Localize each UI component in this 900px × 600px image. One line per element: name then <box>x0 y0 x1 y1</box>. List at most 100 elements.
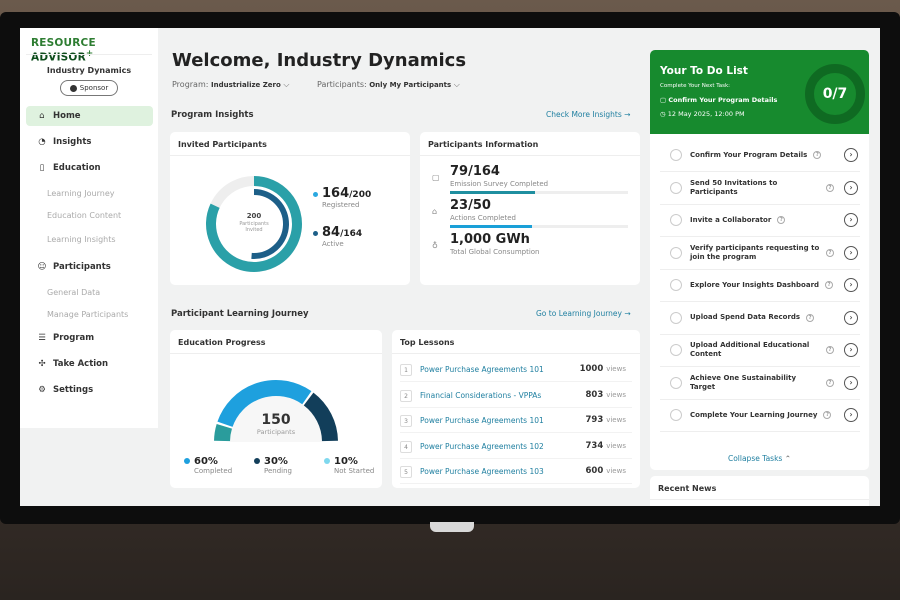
chevron-right-circle-icon[interactable]: › <box>844 245 858 260</box>
active-total: /164 <box>340 229 363 239</box>
legend-dot <box>313 191 318 197</box>
todo-task[interactable]: Explore Your Insights Dashboard? › <box>660 269 860 302</box>
todo-task[interactable]: Verify participants requesting to join t… <box>660 237 860 270</box>
todo-task[interactable]: Send 50 Invitations to Participants? › <box>660 172 860 205</box>
todo-task[interactable]: Confirm Your Program Details? › <box>660 139 860 172</box>
views-label: views <box>606 441 626 450</box>
lesson-rank: 2 <box>400 389 412 402</box>
logo[interactable]: RESOURCE ADVISOR+ <box>31 37 158 64</box>
info-value: 23/50 <box>450 198 491 213</box>
sidebar-subitem-manage-participants[interactable]: Manage Participants <box>47 310 129 319</box>
chevron-right-circle-icon[interactable]: › <box>844 408 858 422</box>
participants-filter[interactable]: Participants: Only My Participants ⌵ <box>317 80 460 90</box>
go-to-learning-journey-link[interactable]: Go to Learning Journey → <box>536 309 631 318</box>
lesson-title[interactable]: Power Purchase Agreements 101 <box>420 416 544 425</box>
sponsor-icon <box>69 84 77 92</box>
info-label: Total Global Consumption <box>450 248 540 256</box>
task-checkbox[interactable] <box>670 214 682 226</box>
task-checkbox[interactable] <box>670 311 682 324</box>
collapse-tasks-button[interactable]: Collapse Tasks ⌃ <box>650 454 869 463</box>
chevron-right-circle-icon[interactable]: › <box>844 343 858 357</box>
todo-task[interactable]: Upload Additional Educational Content? › <box>660 334 860 367</box>
chevron-right-circle-icon[interactable]: › <box>844 180 858 195</box>
sidebar-subitem-learning-journey[interactable]: Learning Journey <box>47 189 115 198</box>
registered-arc <box>206 176 302 272</box>
lesson-row[interactable]: 4 Power Purchase Agreements 102 734 views <box>400 434 632 459</box>
sidebar-item-insights[interactable]: ◔ Insights <box>26 132 153 152</box>
lesson-row[interactable]: 1 Power Purchase Agreements 101 1000 views <box>400 357 632 382</box>
chevron-right-circle-icon[interactable]: › <box>844 213 858 227</box>
task-label: Upload Spend Data Records <box>690 313 801 321</box>
sidebar-item-program[interactable]: ☰ Program <box>26 328 153 348</box>
task-checkbox[interactable] <box>670 409 682 421</box>
todo-task[interactable]: Invite a Collaborator? › <box>660 204 860 237</box>
sidebar-item-take-action[interactable]: ✣ Take Action <box>26 354 153 374</box>
lesson-title[interactable]: Power Purchase Agreements 102 <box>420 441 544 451</box>
task-checkbox[interactable] <box>670 181 682 194</box>
todo-header: Your To Do List Complete Your Next Task:… <box>650 50 869 134</box>
chevron-right-circle-icon[interactable]: › <box>844 148 858 162</box>
next-task-text: Confirm Your Program Details <box>668 96 778 104</box>
sidebar-item-label: Insights <box>53 137 92 147</box>
monitor-stand <box>430 522 474 532</box>
sidebar-subitem-general-data[interactable]: General Data <box>47 288 101 297</box>
task-checkbox[interactable] <box>670 376 682 389</box>
help-icon[interactable]: ? <box>826 346 834 354</box>
gear-icon: ⚙ <box>38 385 46 395</box>
arrow-right-icon: → <box>624 110 631 119</box>
program-insights-heading: Program Insights <box>171 110 254 120</box>
people-icon: ☺ <box>37 262 47 272</box>
task-checkbox[interactable] <box>670 279 682 291</box>
book-icon: ▯ <box>39 163 45 173</box>
chevron-right-circle-icon[interactable]: › <box>844 310 858 325</box>
sidebar-item-participants[interactable]: ☺ Participants <box>26 257 153 277</box>
legend-dot <box>324 458 330 464</box>
gauge-segment-pending <box>303 392 338 442</box>
todo-task[interactable]: Upload Spend Data Records? › <box>660 302 860 335</box>
help-icon[interactable]: ? <box>777 216 786 224</box>
lesson-title[interactable]: Power Purchase Agreements 103 <box>420 467 544 476</box>
lesson-row[interactable]: 5 Power Purchase Agreements 103 600 views <box>400 459 632 484</box>
house-icon: ⌂ <box>432 207 438 216</box>
help-icon[interactable]: ? <box>806 313 815 322</box>
lesson-title[interactable]: Power Purchase Agreements 101 <box>420 365 544 374</box>
help-icon[interactable]: ? <box>826 248 834 257</box>
chevron-right-circle-icon[interactable]: › <box>844 278 858 292</box>
task-checkbox[interactable] <box>670 344 682 356</box>
lesson-rank: 5 <box>400 466 412 478</box>
legend-value: 60% <box>194 456 218 467</box>
app-screen: RESOURCE ADVISOR+ Industry Dynamics Spon… <box>20 28 880 506</box>
legend-dot <box>313 230 318 236</box>
help-icon[interactable]: ? <box>813 151 822 159</box>
program-filter[interactable]: Program: Industrialize Zero ⌵ <box>172 80 289 90</box>
clock-icon: ◷ <box>660 110 668 118</box>
chevron-right-circle-icon[interactable]: › <box>844 375 858 390</box>
sidebar-item-education[interactable]: ▯ Education <box>26 158 153 178</box>
check-more-insights-link[interactable]: Check More Insights → <box>546 110 630 119</box>
task-label: Achieve One Sustainability Target <box>690 373 797 391</box>
todo-progress-ring: 0/7 <box>805 64 865 124</box>
legend-value: 10% <box>334 456 358 467</box>
todo-count: 0/7 <box>822 86 848 102</box>
help-icon[interactable]: ? <box>823 411 832 419</box>
sidebar-subitem-learning-insights[interactable]: Learning Insights <box>47 235 116 244</box>
task-checkbox[interactable] <box>670 149 682 161</box>
sidebar-item-home[interactable]: ⌂ Home <box>26 106 153 126</box>
task-label: Send 50 Invitations to Participants <box>690 178 778 196</box>
lesson-row[interactable]: 3 Power Purchase Agreements 101 793 views <box>400 408 632 433</box>
sidebar: RESOURCE ADVISOR+ Industry Dynamics Spon… <box>20 28 158 428</box>
info-progress-bar <box>450 191 628 194</box>
lesson-row[interactable]: 2 Financial Considerations - VPPAs 803 vie… <box>400 383 632 408</box>
todo-task[interactable]: Achieve One Sustainability Target? › <box>660 367 860 400</box>
role-badge[interactable]: Sponsor <box>60 80 118 96</box>
help-icon[interactable]: ? <box>825 281 834 289</box>
next-task-link[interactable]: ▢ Confirm Your Program Details <box>660 96 777 104</box>
help-icon[interactable]: ? <box>826 378 834 387</box>
task-checkbox[interactable] <box>670 246 682 259</box>
sidebar-subitem-education-content[interactable]: Education Content <box>47 211 122 220</box>
sidebar-item-settings[interactable]: ⚙ Settings <box>26 380 153 400</box>
help-icon[interactable]: ? <box>826 183 834 192</box>
active-arc <box>251 189 289 259</box>
lesson-title[interactable]: Financial Considerations - VPPAs <box>420 390 542 400</box>
todo-task[interactable]: Complete Your Learning Journey? › <box>660 399 860 432</box>
